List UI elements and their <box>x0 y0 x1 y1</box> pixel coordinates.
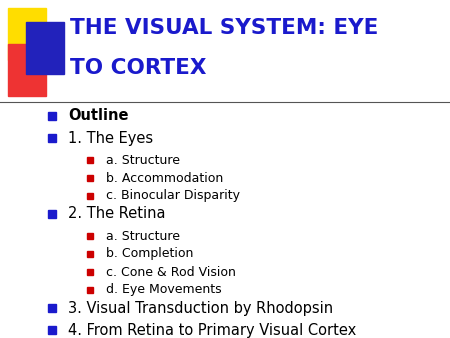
Text: 4. From Retina to Primary Visual Cortex: 4. From Retina to Primary Visual Cortex <box>68 322 356 338</box>
Text: THE VISUAL SYSTEM: EYE: THE VISUAL SYSTEM: EYE <box>70 18 378 38</box>
Text: b. Completion: b. Completion <box>106 247 194 261</box>
Text: 1. The Eyes: 1. The Eyes <box>68 130 153 145</box>
Text: a. Structure: a. Structure <box>106 230 180 242</box>
Text: c. Cone & Rod Vision: c. Cone & Rod Vision <box>106 266 236 279</box>
Bar <box>8 44 46 96</box>
Text: d. Eye Movements: d. Eye Movements <box>106 284 221 296</box>
Text: a. Structure: a. Structure <box>106 153 180 167</box>
Bar <box>8 8 46 60</box>
Text: Outline: Outline <box>68 108 129 123</box>
Text: TO CORTEX: TO CORTEX <box>70 58 207 78</box>
Text: c. Binocular Disparity: c. Binocular Disparity <box>106 190 240 202</box>
Text: b. Accommodation: b. Accommodation <box>106 171 223 185</box>
Bar <box>26 22 64 74</box>
Text: 2. The Retina: 2. The Retina <box>68 207 166 221</box>
Text: 3. Visual Transduction by Rhodopsin: 3. Visual Transduction by Rhodopsin <box>68 300 333 315</box>
